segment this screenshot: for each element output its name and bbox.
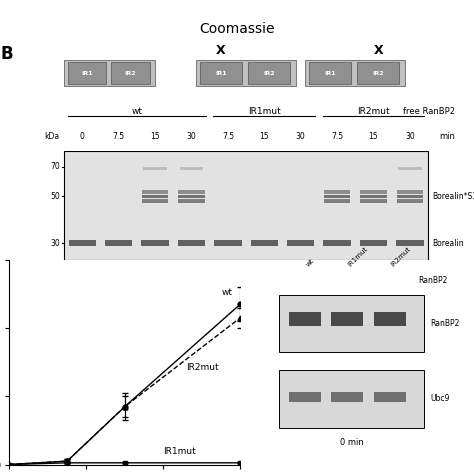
Text: 7.5: 7.5 [222, 132, 234, 141]
Bar [141, 240, 169, 246]
Text: min: min [439, 132, 456, 141]
Text: free RanBP2: free RanBP2 [403, 107, 456, 116]
Text: wt: wt [222, 288, 233, 297]
Bar [180, 167, 203, 170]
Text: 50: 50 [51, 192, 61, 201]
Bar [69, 240, 96, 246]
Text: 30: 30 [187, 132, 196, 141]
Bar [397, 199, 423, 203]
Bar [68, 63, 106, 84]
Bar [178, 190, 205, 194]
Bar [357, 63, 400, 84]
Bar [279, 370, 424, 428]
Text: 7.5: 7.5 [331, 132, 343, 141]
Text: wt: wt [305, 258, 315, 268]
Bar [64, 151, 428, 260]
Bar [398, 167, 422, 170]
Text: 7.5: 7.5 [113, 132, 125, 141]
Text: X: X [216, 44, 226, 57]
Bar [324, 190, 350, 194]
Bar [374, 392, 406, 402]
Bar [397, 194, 423, 199]
Text: X: X [374, 44, 383, 57]
Text: RanBP2: RanBP2 [418, 276, 447, 285]
Text: IR1: IR1 [215, 71, 227, 76]
Bar [289, 312, 321, 326]
Text: Borealin: Borealin [432, 239, 464, 248]
Text: wt: wt [131, 107, 142, 116]
Bar [279, 294, 424, 352]
Text: Borealin*S1: Borealin*S1 [432, 192, 474, 201]
Bar [374, 312, 406, 326]
Text: 15: 15 [150, 132, 160, 141]
Bar [64, 61, 155, 86]
Bar [248, 63, 290, 84]
Text: IR2mut: IR2mut [186, 364, 219, 373]
Bar [178, 194, 205, 199]
Bar [360, 194, 387, 199]
Bar [142, 199, 168, 203]
Bar [287, 240, 314, 246]
Bar [331, 392, 363, 402]
Bar [324, 199, 350, 203]
Text: B: B [0, 45, 13, 63]
Text: 15: 15 [369, 132, 378, 141]
Text: IR1mut: IR1mut [248, 107, 281, 116]
Text: IR1mut: IR1mut [347, 246, 369, 268]
Text: 0 min: 0 min [340, 438, 364, 447]
Text: IR2: IR2 [264, 71, 275, 76]
Bar [143, 167, 167, 170]
Bar [360, 199, 387, 203]
Bar [396, 240, 424, 246]
Bar [397, 190, 423, 194]
Bar [324, 194, 350, 199]
Text: 0: 0 [80, 132, 85, 141]
Bar [178, 199, 205, 203]
Text: RanBP2: RanBP2 [430, 319, 460, 328]
Text: 15: 15 [259, 132, 269, 141]
Bar [214, 240, 242, 246]
Text: IR2mut: IR2mut [357, 107, 390, 116]
Bar [360, 240, 387, 246]
Bar [142, 194, 168, 199]
Bar [111, 63, 150, 84]
Bar [360, 190, 387, 194]
Bar [251, 240, 278, 246]
Bar [200, 63, 242, 84]
Text: 30: 30 [405, 132, 415, 141]
Text: kDa: kDa [45, 132, 60, 141]
Bar [289, 392, 321, 402]
Bar [323, 240, 351, 246]
Text: IR2: IR2 [373, 71, 384, 76]
Text: Ubc9: Ubc9 [430, 394, 450, 403]
Text: 30: 30 [51, 239, 61, 248]
Text: IR1: IR1 [325, 71, 336, 76]
Text: 70: 70 [51, 163, 61, 172]
Text: IR2mut: IR2mut [390, 246, 412, 268]
Bar [105, 240, 132, 246]
Bar [305, 61, 405, 86]
Text: IR1: IR1 [81, 71, 92, 76]
Text: Coomassie: Coomassie [199, 22, 275, 36]
Text: IR1mut: IR1mut [164, 447, 196, 456]
Bar [142, 190, 168, 194]
Bar [196, 61, 296, 86]
Bar [178, 240, 205, 246]
Text: IR2: IR2 [125, 71, 137, 76]
Text: 30: 30 [296, 132, 306, 141]
Bar [309, 63, 351, 84]
Bar [331, 312, 363, 326]
